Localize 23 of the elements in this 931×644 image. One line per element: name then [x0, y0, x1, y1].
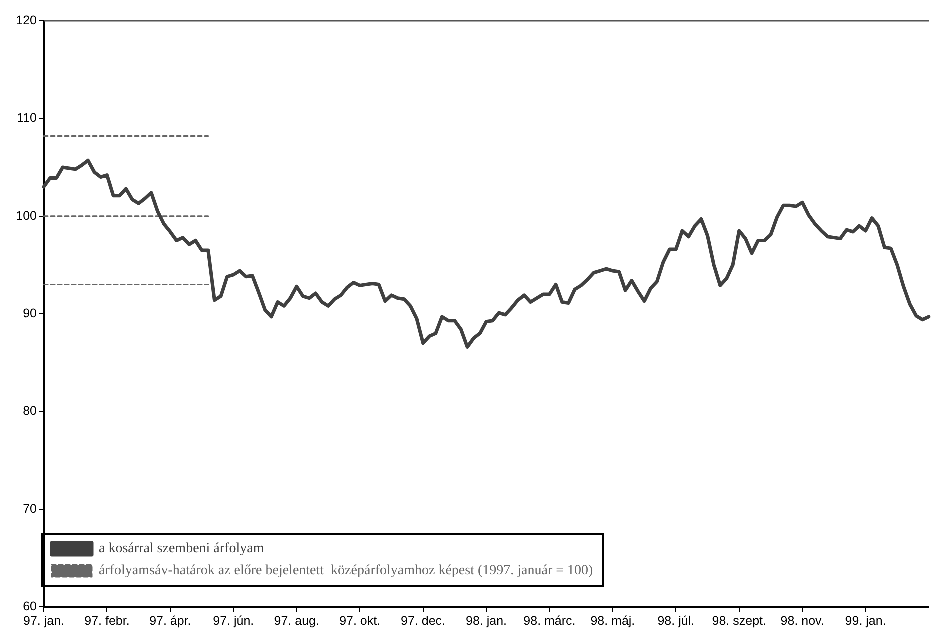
- x-tick-label: 98. szept.: [712, 614, 766, 628]
- x-tick-label: 97. dec.: [401, 614, 446, 628]
- y-tick-label: 120: [16, 13, 38, 28]
- legend-label: a kosárral szembeni árfolyam: [99, 542, 264, 557]
- x-tick-label: 97. okt.: [340, 614, 381, 628]
- x-tick-label: 99. jan.: [845, 614, 886, 628]
- y-tick-label: 100: [16, 208, 38, 223]
- x-tick-label: 98. jan.: [466, 614, 508, 628]
- y-tick-label: 70: [23, 502, 38, 516]
- y-tick-label: 60: [23, 599, 38, 614]
- x-tick-label: 97. ápr.: [150, 614, 192, 628]
- x-tick-label: 97. febr.: [84, 614, 130, 628]
- legend-label: árfolyamsáv-határok az előre bejelentett középárfolyamhoz képest (1997. január = 100): [99, 564, 594, 579]
- y-tick-label: 90: [23, 306, 38, 320]
- x-tick-label: 98. nov.: [780, 614, 824, 628]
- x-tick-label: 98. máj.: [590, 614, 636, 628]
- y-tick-label: 110: [17, 111, 38, 126]
- x-tick-label: 98. márc.: [524, 614, 576, 628]
- x-tick-label: 97. aug.: [274, 614, 320, 628]
- x-tick-label: 97. jún.: [213, 614, 254, 628]
- x-tick-label: 97. jan.: [23, 614, 65, 628]
- y-tick-label: 80: [23, 404, 38, 418]
- x-tick-label: 98. júl.: [658, 614, 695, 628]
